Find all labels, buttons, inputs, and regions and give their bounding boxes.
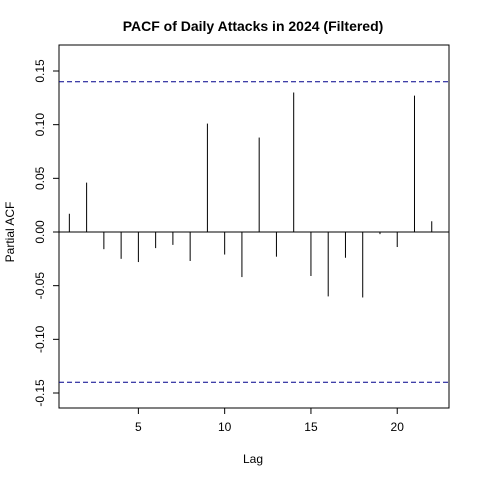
plot-frame	[58, 44, 450, 409]
y-tick-label: 0.15	[33, 59, 47, 83]
y-axis-label: Partial ACF	[3, 202, 17, 263]
x-tick-label: 10	[218, 420, 232, 434]
x-tick-label: 20	[391, 420, 405, 434]
x-tick-label: 5	[135, 420, 142, 434]
y-tick-label: 0.00	[33, 220, 47, 244]
y-tick-label: -0.15	[33, 379, 47, 407]
plot-area: 5 10 15 20 -0.15 -0.10 -0.05 0.00 0.05 0.10 0.15	[33, 59, 449, 434]
y-tick-label: -0.05	[33, 272, 47, 300]
y-tick-label: -0.10	[33, 325, 47, 353]
y-tick-label: 0.05	[33, 166, 47, 190]
x-axis-label: Lag	[243, 452, 263, 466]
chart-title: PACF of Daily Attacks in 2024 (Filtered)	[123, 18, 384, 34]
y-tick-label: 0.10	[33, 113, 47, 137]
x-tick-label: 15	[304, 420, 318, 434]
